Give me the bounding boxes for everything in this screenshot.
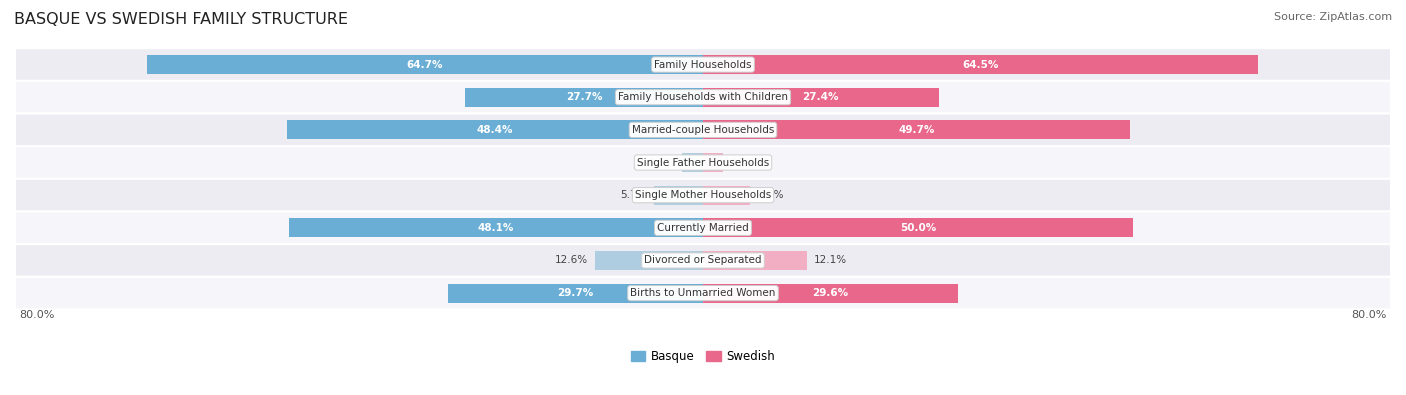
Text: 29.6%: 29.6% (813, 288, 848, 298)
Text: 80.0%: 80.0% (1351, 310, 1386, 320)
Text: Married-couple Households: Married-couple Households (631, 125, 775, 135)
Text: Source: ZipAtlas.com: Source: ZipAtlas.com (1274, 12, 1392, 22)
Bar (703, 120, 1130, 139)
Bar (703, 284, 957, 303)
Bar (290, 218, 703, 237)
Text: 5.5%: 5.5% (758, 190, 783, 200)
Text: 5.7%: 5.7% (620, 190, 647, 200)
Text: 12.1%: 12.1% (814, 256, 846, 265)
Text: 50.0%: 50.0% (900, 223, 936, 233)
Bar (703, 88, 939, 107)
Bar (465, 88, 703, 107)
FancyBboxPatch shape (15, 277, 1391, 309)
Text: Divorced or Separated: Divorced or Separated (644, 256, 762, 265)
Text: Family Households: Family Households (654, 60, 752, 70)
FancyBboxPatch shape (15, 81, 1391, 113)
Bar (703, 55, 1258, 74)
Text: 29.7%: 29.7% (557, 288, 593, 298)
Bar (703, 153, 723, 172)
Text: 48.4%: 48.4% (477, 125, 513, 135)
Text: 27.4%: 27.4% (803, 92, 839, 102)
Text: 64.7%: 64.7% (406, 60, 443, 70)
Bar (703, 186, 751, 205)
Text: 2.3%: 2.3% (730, 158, 756, 167)
Bar (703, 251, 807, 270)
Text: 12.6%: 12.6% (554, 256, 588, 265)
Bar (447, 284, 703, 303)
FancyBboxPatch shape (15, 211, 1391, 244)
Text: Single Mother Households: Single Mother Households (636, 190, 770, 200)
Text: BASQUE VS SWEDISH FAMILY STRUCTURE: BASQUE VS SWEDISH FAMILY STRUCTURE (14, 12, 349, 27)
Text: 64.5%: 64.5% (962, 60, 998, 70)
Text: 48.1%: 48.1% (478, 223, 515, 233)
FancyBboxPatch shape (15, 179, 1391, 211)
Text: Births to Unmarried Women: Births to Unmarried Women (630, 288, 776, 298)
Legend: Basque, Swedish: Basque, Swedish (631, 350, 775, 363)
Bar (703, 218, 1133, 237)
Text: 80.0%: 80.0% (20, 310, 55, 320)
Bar (287, 120, 703, 139)
FancyBboxPatch shape (15, 48, 1391, 81)
FancyBboxPatch shape (15, 113, 1391, 146)
Text: 49.7%: 49.7% (898, 125, 935, 135)
Bar (146, 55, 703, 74)
Text: 27.7%: 27.7% (565, 92, 602, 102)
Bar (654, 186, 703, 205)
FancyBboxPatch shape (15, 146, 1391, 179)
Bar (682, 153, 703, 172)
Text: 2.5%: 2.5% (648, 158, 675, 167)
Text: Single Father Households: Single Father Households (637, 158, 769, 167)
FancyBboxPatch shape (15, 244, 1391, 277)
Text: Currently Married: Currently Married (657, 223, 749, 233)
Bar (595, 251, 703, 270)
Text: Family Households with Children: Family Households with Children (619, 92, 787, 102)
